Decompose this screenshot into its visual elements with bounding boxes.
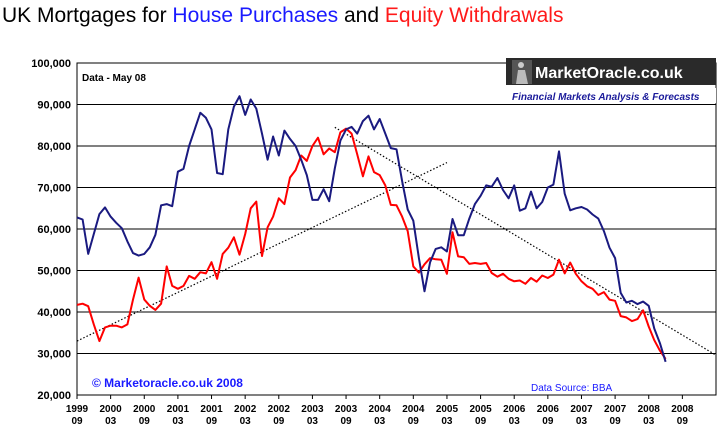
x-tick-month: 03: [307, 416, 319, 427]
x-tick-year: 2006: [537, 404, 560, 415]
x-tick-month: 09: [71, 416, 83, 427]
chart-title: UK Mortgages for House Purchases and Equ…: [2, 4, 563, 28]
marketoracle-logo[interactable]: MarketOracle.co.uk Financial Markets Ana…: [506, 58, 716, 103]
x-tick-year: 2008: [671, 404, 694, 415]
x-tick-year: 2002: [234, 404, 257, 415]
title-house-purchases: House Purchases: [172, 4, 339, 27]
title-equity-withdrawals: Equity Withdrawals: [384, 4, 564, 27]
y-tick-label: 50,000: [37, 266, 71, 278]
logo-tagline: Financial Markets Analysis & Forecasts: [512, 92, 700, 103]
x-tick-year: 2000: [133, 404, 156, 415]
x-tick-month: 03: [374, 416, 386, 427]
x-tick-month: 09: [206, 416, 218, 427]
equity-withdrawals-line: [76, 127, 667, 360]
x-tick-month: 03: [509, 416, 521, 427]
x-tick-month: 03: [576, 416, 588, 427]
x-tick-month: 09: [677, 416, 689, 427]
x-tick-month: 09: [475, 416, 487, 427]
data-source-note: Data Source: BBA: [531, 383, 612, 394]
title-part-3: and: [338, 4, 385, 27]
y-tick-label: 90,000: [37, 100, 71, 112]
x-tick-year: 2007: [604, 404, 627, 415]
x-tick-year: 2000: [100, 404, 123, 415]
x-tick-year: 2007: [570, 404, 593, 415]
logo-tagline-bg: [506, 88, 716, 103]
y-axis-ticks: 100,000 90,000 80,000 70,000 60,000 50,000 40,…: [31, 58, 71, 402]
y-tick-label: 30,000: [37, 349, 71, 361]
y-tick-label: 80,000: [37, 141, 71, 153]
x-tick-month: 09: [610, 416, 622, 427]
y-tick-label: 70,000: [37, 183, 71, 195]
x-tick-month: 03: [441, 416, 453, 427]
x-tick-month: 03: [240, 416, 252, 427]
y-tick-label: 100,000: [31, 58, 71, 70]
copyright-note: © Marketoracle.co.uk 2008: [92, 376, 243, 390]
x-tick-year: 2008: [638, 404, 661, 415]
x-tick-year: 2001: [167, 404, 190, 415]
x-tick-year: 2005: [436, 404, 459, 415]
house-purchases-line: [76, 95, 667, 363]
title-part-1: UK Mortgages for: [2, 4, 173, 27]
oracle-statue-icon: [512, 60, 532, 84]
x-tick-year: 2004: [369, 404, 392, 415]
x-tick-month: 03: [105, 416, 117, 427]
x-tick-month: 03: [643, 416, 655, 427]
y-tick-label: 20,000: [37, 390, 71, 402]
x-tick-year: 2005: [469, 404, 492, 415]
x-tick-year: 2004: [402, 404, 425, 415]
data-series: [76, 95, 667, 363]
x-tick-year: 2003: [301, 404, 324, 415]
logo-name: MarketOracle.co.uk: [535, 65, 683, 82]
x-tick-month: 09: [542, 416, 554, 427]
x-axis-ticks: 1999092000032000092001032001092002032002…: [66, 395, 694, 427]
x-tick-year: 2002: [268, 404, 291, 415]
x-tick-year: 2001: [200, 404, 223, 415]
x-tick-month: 03: [172, 416, 184, 427]
logo-banner: [506, 58, 716, 85]
x-tick-month: 09: [273, 416, 285, 427]
y-tick-label: 40,000: [37, 307, 71, 319]
x-tick-year: 2003: [335, 404, 358, 415]
x-tick-month: 09: [408, 416, 420, 427]
y-tick-label: 60,000: [37, 224, 71, 236]
x-tick-year: 1999: [66, 404, 89, 415]
x-tick-year: 2006: [503, 404, 526, 415]
data-date-label: Data - May 08: [82, 73, 146, 84]
x-tick-month: 09: [139, 416, 151, 427]
x-tick-month: 09: [340, 416, 352, 427]
